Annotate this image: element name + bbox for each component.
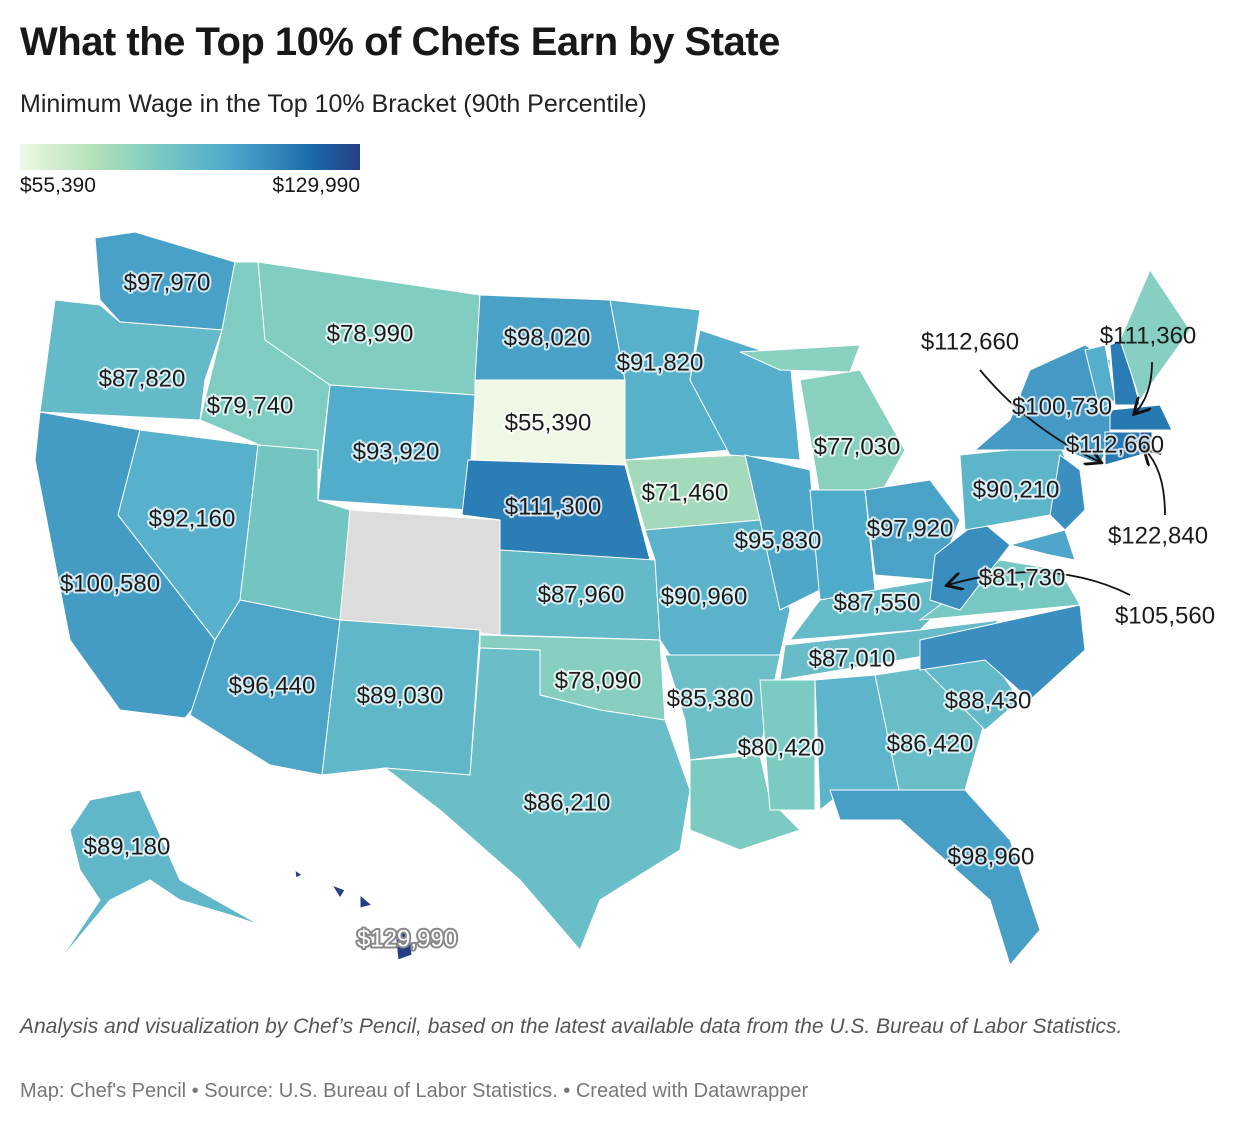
value-label-ga: $86,420 xyxy=(887,730,974,757)
state-nj[interactable] xyxy=(1049,454,1086,531)
value-label-sd: $55,390 xyxy=(505,409,592,436)
value-label-or: $87,820 xyxy=(99,365,186,392)
chart-title: What the Top 10% of Chefs Earn by State xyxy=(20,20,780,64)
callout-arrow-ct xyxy=(979,369,1100,462)
value-label-sc: $88,430 xyxy=(945,687,1032,714)
state-hi[interactable] xyxy=(394,929,413,961)
value-label-mn: $91,820 xyxy=(617,349,704,376)
value-label-ky: $87,550 xyxy=(834,589,921,616)
state-ma[interactable] xyxy=(1109,404,1173,431)
state-ms[interactable] xyxy=(759,679,816,811)
state-mi[interactable] xyxy=(739,344,861,373)
value-label-hi: $129,990 xyxy=(357,925,457,952)
state-tx[interactable] xyxy=(383,647,691,951)
legend-max-label: $129,990 xyxy=(272,174,360,197)
value-label-mi: $77,030 xyxy=(814,433,901,460)
value-label-ar: $85,380 xyxy=(667,685,754,712)
us-choropleth-map: $97,970 $87,820 $100,580 $92,160 $79,740 $78,… xyxy=(34,231,1215,967)
callout-arrow-wv xyxy=(948,571,1131,596)
legend-min-label: $55,390 xyxy=(20,174,96,197)
value-label-pa: $90,210 xyxy=(973,476,1060,503)
callout-arrow-ri xyxy=(1145,450,1166,516)
source-credits: Map: Chef's Pencil • Source: U.S. Bureau… xyxy=(20,1080,809,1102)
state-hi[interactable] xyxy=(294,868,303,879)
value-label-nv: $92,160 xyxy=(149,505,236,532)
value-label-mo: $90,960 xyxy=(661,583,748,610)
footnote: Analysis and visualization by Chef’s Pen… xyxy=(20,1015,1123,1038)
value-label-wy: $93,920 xyxy=(353,438,440,465)
value-label-ma: $112,660 xyxy=(1066,431,1164,458)
state-md[interactable] xyxy=(1008,529,1076,561)
state-ak[interactable] xyxy=(59,789,261,961)
state-il[interactable] xyxy=(744,454,821,611)
value-label-tx: $86,210 xyxy=(524,789,611,816)
value-label-az: $96,440 xyxy=(229,672,316,699)
value-label-nd: $98,020 xyxy=(504,324,591,351)
value-label-ct: $112,660 xyxy=(921,328,1019,355)
value-label-nm: $89,030 xyxy=(357,682,444,709)
value-label-ak: $89,180 xyxy=(84,833,171,860)
value-label-ms: $80,420 xyxy=(738,734,825,761)
value-label-wv: $105,560 xyxy=(1115,602,1215,629)
value-label-ia: $71,460 xyxy=(642,479,729,506)
value-label-id: $79,740 xyxy=(207,392,294,419)
value-label-ri: $122,840 xyxy=(1108,522,1208,549)
state-ny[interactable] xyxy=(973,344,1111,466)
value-label-mt: $78,990 xyxy=(327,320,414,347)
state-ar[interactable] xyxy=(664,654,781,761)
value-label-il: $95,830 xyxy=(735,527,822,554)
value-label-tn: $87,010 xyxy=(809,645,896,672)
value-label-ne: $111,300 xyxy=(505,493,602,520)
state-or[interactable] xyxy=(39,299,223,421)
state-co[interactable] xyxy=(339,509,501,636)
value-label-oh: $97,920 xyxy=(867,515,954,542)
state-me[interactable] xyxy=(1119,268,1191,402)
value-label-ny: $100,730 xyxy=(1012,393,1112,420)
value-label-ca: $100,580 xyxy=(60,570,160,597)
callout-arrow-nh xyxy=(1135,361,1153,413)
value-label-va: $81,730 xyxy=(979,564,1066,591)
value-label-wa: $97,970 xyxy=(124,269,211,296)
chart-subtitle: Minimum Wage in the Top 10% Bracket (90t… xyxy=(20,90,647,118)
color-scale-legend xyxy=(20,144,360,170)
value-label-ks: $87,960 xyxy=(538,581,625,608)
value-label-fl: $98,960 xyxy=(948,843,1035,870)
state-hi[interactable] xyxy=(330,884,346,899)
value-label-ok: $78,090 xyxy=(555,667,642,694)
state-hi[interactable] xyxy=(359,893,374,909)
state-la[interactable] xyxy=(689,754,801,851)
state-fl[interactable] xyxy=(829,789,1041,967)
value-label-nh: $111,360 xyxy=(1100,322,1197,349)
